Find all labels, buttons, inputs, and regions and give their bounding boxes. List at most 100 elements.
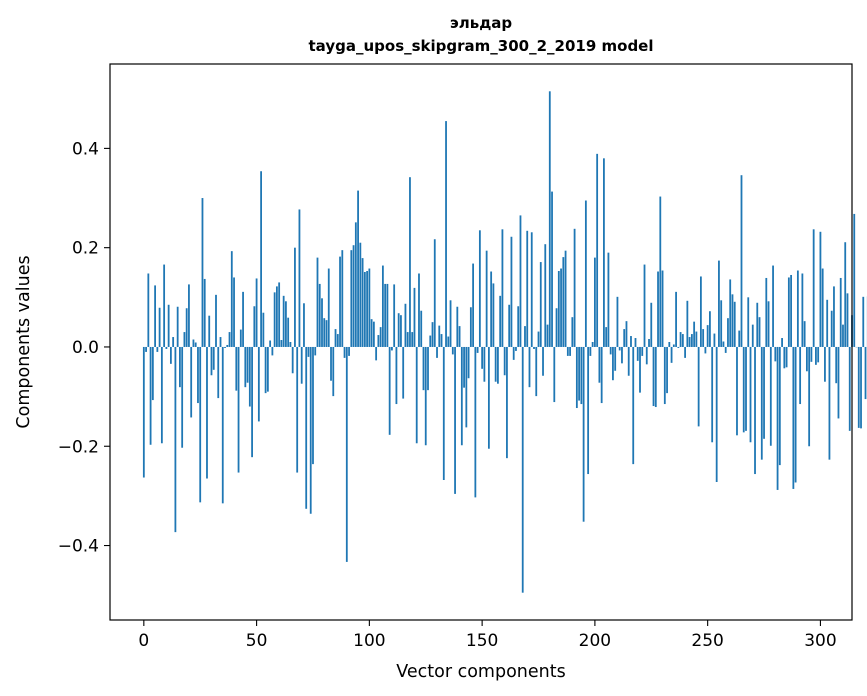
bar-146: [472, 263, 474, 347]
bar-63: [285, 301, 287, 347]
bar-117: [406, 332, 409, 347]
bar-149: [478, 230, 481, 347]
bar-272: [756, 302, 759, 347]
bar-283: [781, 338, 783, 347]
bar-200: [593, 257, 596, 347]
bar-224: [648, 339, 650, 347]
bar-167: [519, 215, 522, 347]
y-tick-label: 0.2: [72, 239, 99, 259]
bar-181: [551, 191, 553, 347]
bar-116: [404, 303, 407, 347]
bar-1: [145, 346, 147, 352]
bar-193: [578, 346, 580, 401]
bar-294: [805, 346, 808, 372]
bar-215: [627, 346, 630, 376]
bar-210: [616, 296, 619, 347]
bar-13: [172, 337, 175, 347]
bar-191: [573, 228, 576, 347]
bar-194: [580, 346, 583, 405]
bar-107: [384, 283, 387, 347]
bar-214: [625, 321, 628, 347]
bar-246: [697, 346, 700, 427]
bar-296: [810, 346, 813, 362]
bar-287: [790, 274, 792, 347]
bar-302: [824, 346, 826, 382]
y-axis-label: Components values: [14, 255, 34, 428]
bar-213: [623, 329, 626, 347]
bar-212: [621, 346, 623, 364]
bar-164: [512, 346, 515, 360]
bar-136: [449, 300, 452, 347]
bar-276: [765, 277, 768, 347]
bar-241: [686, 300, 689, 347]
bar-162: [508, 304, 511, 347]
bar-202: [598, 346, 601, 383]
bar-180: [548, 91, 551, 347]
bar-155: [492, 283, 495, 347]
bar-122: [418, 273, 420, 347]
bar-196: [584, 200, 587, 347]
bar-92: [350, 250, 353, 347]
bar-197: [587, 346, 590, 475]
bar-179: [546, 324, 549, 347]
bar-27: [203, 278, 206, 347]
bar-288: [792, 346, 795, 489]
y-axis: −0.4 −0.2 0.0 0.2 0.4: [58, 139, 110, 557]
bar-267: [745, 346, 747, 431]
bar-186: [562, 257, 565, 347]
bar-173: [533, 346, 535, 349]
bar-18: [183, 332, 186, 347]
x-tick-label: 100: [353, 631, 385, 651]
bar-58: [273, 292, 276, 347]
bar-201: [596, 153, 599, 347]
bar-230: [661, 270, 664, 347]
y-tick-label: −0.2: [58, 437, 99, 457]
bar-112: [395, 346, 398, 405]
bar-0: [142, 346, 145, 478]
bar-273: [758, 317, 761, 347]
bar-199: [591, 342, 594, 347]
x-axis-label: Vector components: [396, 662, 565, 682]
bar-139: [456, 306, 459, 347]
bar-227: [654, 346, 657, 408]
bar-207: [609, 346, 612, 355]
bar-42: [237, 346, 240, 473]
bar-83: [330, 346, 332, 381]
bar-256: [720, 300, 723, 347]
bar-43: [239, 329, 242, 347]
bar-115: [402, 346, 405, 399]
bar-50: [255, 278, 258, 347]
bar-310: [842, 324, 844, 347]
bar-109: [388, 346, 391, 435]
bar-271: [754, 346, 756, 475]
bar-75: [312, 346, 314, 465]
bar-35: [221, 346, 224, 504]
bar-54: [264, 346, 267, 394]
bar-278: [769, 346, 772, 446]
bar-89: [343, 346, 346, 358]
bar-171: [528, 346, 531, 388]
bar-263: [736, 346, 738, 436]
bar-14: [174, 346, 177, 533]
bar-292: [801, 273, 804, 347]
bar-38: [228, 332, 231, 347]
bar-189: [569, 346, 571, 356]
bar-10: [165, 346, 168, 349]
bar-176: [539, 262, 542, 347]
bar-147: [474, 346, 477, 498]
bar-245: [695, 331, 698, 347]
bar-218: [634, 338, 637, 347]
bar-289: [794, 346, 797, 483]
bar-95: [357, 190, 359, 347]
bar-183: [555, 308, 558, 347]
bar-137: [451, 346, 454, 355]
bar-72: [305, 346, 308, 509]
bar-205: [605, 327, 608, 347]
bar-141: [460, 346, 463, 446]
bar-235: [672, 344, 675, 347]
bar-313: [848, 346, 851, 431]
bar-243: [690, 334, 693, 347]
bar-4: [151, 346, 154, 401]
bar-6: [156, 346, 159, 352]
bar-185: [560, 268, 562, 347]
